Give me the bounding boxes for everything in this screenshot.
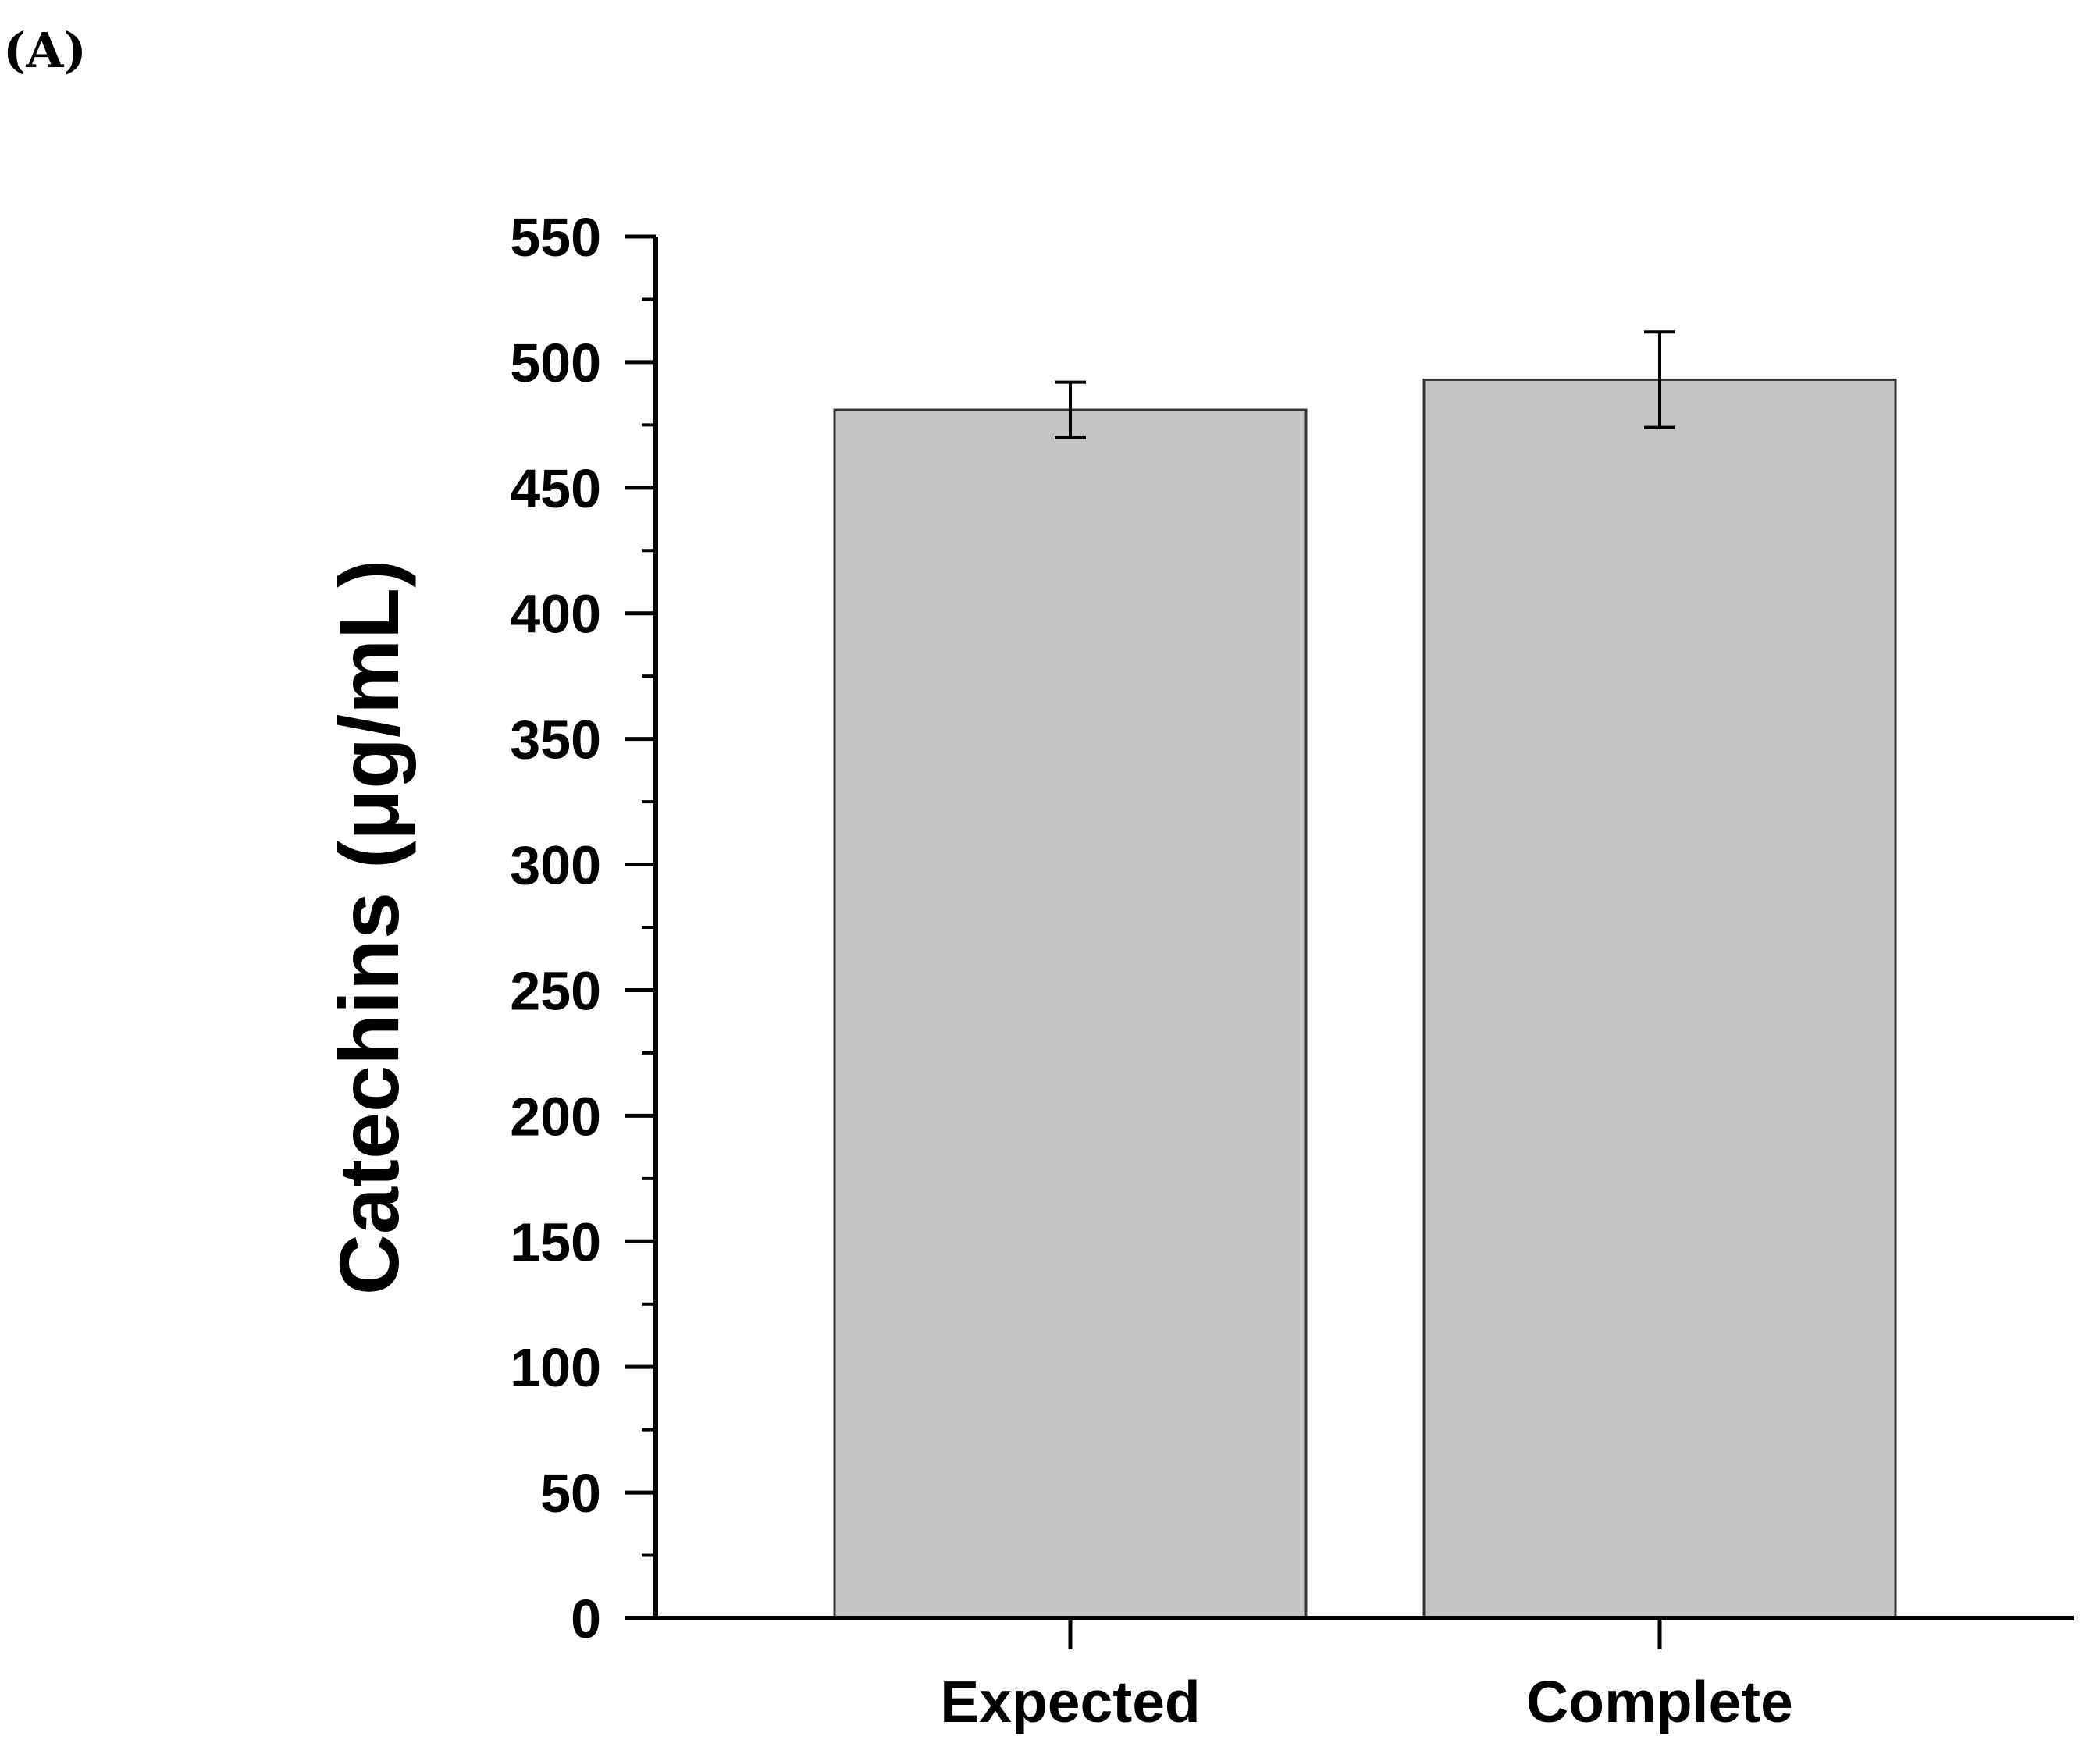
y-tick-label: 300 bbox=[510, 835, 601, 896]
y-axis: 0 50 100 150 200 250 300 350 400 450 500 550 bbox=[510, 207, 658, 1649]
y-tick-label: 250 bbox=[510, 960, 601, 1021]
x-tick-label-complete: Complete bbox=[1526, 1669, 1793, 1734]
panel-label: (A) bbox=[3, 22, 87, 79]
y-tick-label: 350 bbox=[510, 710, 601, 770]
bar-expected bbox=[833, 408, 1308, 1620]
error-bars bbox=[1055, 330, 1675, 439]
bar-chart: 0 50 100 150 200 250 300 350 400 450 500 550 Expect… bbox=[322, 207, 2074, 1734]
y-tick-label: 0 bbox=[571, 1588, 601, 1649]
y-tick-label: 150 bbox=[510, 1211, 601, 1272]
error-bar-expected bbox=[1055, 380, 1086, 439]
y-tick-label: 450 bbox=[510, 458, 601, 519]
x-tick-labels: Expected Complete bbox=[940, 1669, 1793, 1734]
y-tick-label: 500 bbox=[510, 333, 601, 393]
y-axis-title: Catechins (μg/mL) bbox=[322, 560, 416, 1295]
y-tick-label: 550 bbox=[510, 207, 601, 268]
y-tick-label: 200 bbox=[510, 1086, 601, 1147]
bar-complete bbox=[1422, 378, 1897, 1620]
y-tick-label: 100 bbox=[510, 1337, 601, 1398]
x-axis: Expected Complete bbox=[625, 1616, 2074, 1734]
y-tick-label: 50 bbox=[540, 1463, 601, 1524]
x-tick-label-expected: Expected bbox=[940, 1669, 1200, 1734]
y-tick-labels: 0 50 100 150 200 250 300 350 400 450 500 550 bbox=[510, 207, 601, 1649]
bars bbox=[833, 378, 1897, 1620]
error-bar-complete bbox=[1644, 330, 1675, 429]
y-ticks bbox=[625, 234, 656, 1620]
y-tick-label: 400 bbox=[510, 584, 601, 645]
x-ticks bbox=[1068, 1618, 1662, 1649]
